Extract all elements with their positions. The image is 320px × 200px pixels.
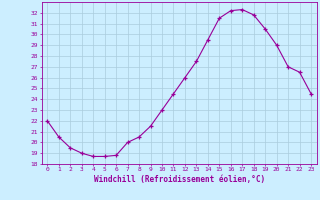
X-axis label: Windchill (Refroidissement éolien,°C): Windchill (Refroidissement éolien,°C) — [94, 175, 265, 184]
